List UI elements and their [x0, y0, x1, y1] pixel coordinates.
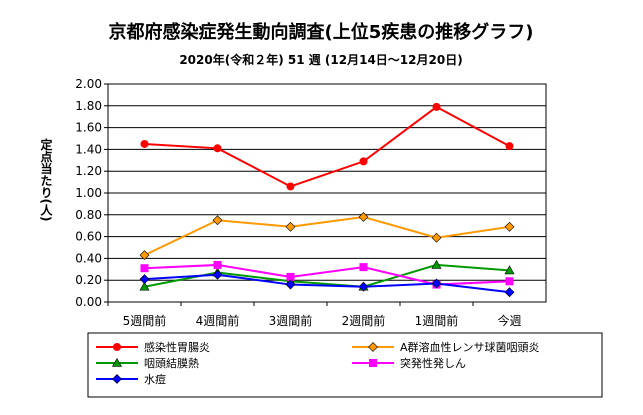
- data-point: [431, 278, 442, 289]
- series-0: [140, 102, 514, 191]
- y-tick-label: 0.00: [75, 295, 102, 309]
- x-category-label: 4週間前: [196, 313, 240, 328]
- data-point: [139, 274, 150, 285]
- legend-label: 咽頭結膜熱: [144, 356, 199, 370]
- legend-label: 水痘: [144, 372, 166, 386]
- legend-item: 水痘: [96, 372, 166, 386]
- legend-swatch-marker: [111, 357, 123, 367]
- y-tick-label: 0.60: [75, 230, 102, 244]
- data-point: [358, 212, 369, 222]
- x-category-label: 5週間前: [123, 313, 167, 328]
- y-axis-label: 定点当たり(人): [39, 137, 53, 221]
- legend-label: A群溶血性レンサ球菌咽頭炎: [400, 340, 540, 354]
- y-tick-label: 1.40: [75, 142, 102, 156]
- data-point: [213, 260, 222, 269]
- legend-swatch-marker: [113, 343, 121, 351]
- x-category-label: 今週: [497, 313, 521, 328]
- data-point: [358, 281, 369, 292]
- series-line: [144, 105, 510, 188]
- legend-item: 咽頭結膜熱: [96, 356, 199, 370]
- data-point: [140, 264, 149, 273]
- y-tick-label: 0.40: [75, 251, 102, 265]
- y-tick-label: 0.20: [75, 273, 102, 287]
- legend-label: 突発性発しん: [400, 356, 466, 370]
- data-point: [285, 221, 296, 232]
- series-4: [139, 269, 515, 298]
- y-tick-label: 1.80: [75, 99, 102, 113]
- data-point: [359, 157, 368, 166]
- legend-item: A群溶血性レンサ球菌咽頭炎: [352, 340, 540, 354]
- data-point: [504, 221, 515, 232]
- x-axis-categories: 5週間前 4週間前 3週間前 2週間前 1週間前 今週: [107, 302, 522, 328]
- data-point: [139, 250, 150, 261]
- y-tick-label: 2.00: [75, 77, 102, 91]
- y-tick-label: 1.00: [75, 186, 102, 200]
- y-axis-ticks: 0.00 0.20 0.40 0.60 0.80 1.00 1.20 1.40 1.60 1.80…: [75, 77, 108, 309]
- data-point: [431, 232, 442, 243]
- series-line: [144, 215, 510, 257]
- data-point: [504, 265, 515, 275]
- chart-subtitle: 2020年(令和２年) 51 週 (12月14日～12月20日): [179, 52, 462, 67]
- data-point: [285, 279, 296, 290]
- series-1: [139, 212, 515, 261]
- y-tick-label: 1.60: [75, 121, 102, 135]
- x-category-label: 1週間前: [415, 313, 459, 328]
- data-point: [505, 142, 514, 151]
- data-point: [431, 259, 442, 269]
- data-point: [286, 182, 295, 191]
- legend-item: 感染性胃腸炎: [96, 340, 210, 354]
- legend-box: [87, 332, 603, 398]
- legend-label: 感染性胃腸炎: [144, 340, 210, 354]
- y-tick-label: 0.80: [75, 208, 102, 222]
- legend-swatch-marker: [368, 342, 378, 352]
- x-category-label: 3週間前: [269, 313, 313, 328]
- legend-swatch-marker: [369, 359, 377, 367]
- data-point: [286, 272, 295, 281]
- x-category-label: 2週間前: [342, 313, 386, 328]
- data-point: [505, 277, 514, 286]
- data-point: [432, 102, 441, 111]
- data-point: [213, 144, 222, 153]
- data-point: [212, 269, 223, 280]
- y-tick-label: 1.20: [75, 164, 102, 178]
- series-line: [144, 273, 510, 294]
- legend-swatch-marker: [112, 374, 122, 384]
- chart-title: 京都府感染症発生動向調査(上位5疾患の推移グラフ): [109, 21, 534, 43]
- data-point: [140, 139, 149, 148]
- data-point: [139, 281, 150, 291]
- legend-item: 突発性発しん: [352, 356, 466, 370]
- data-point: [359, 263, 368, 272]
- data-point: [504, 287, 515, 298]
- data-point: [212, 215, 223, 226]
- series-layer: [139, 102, 515, 298]
